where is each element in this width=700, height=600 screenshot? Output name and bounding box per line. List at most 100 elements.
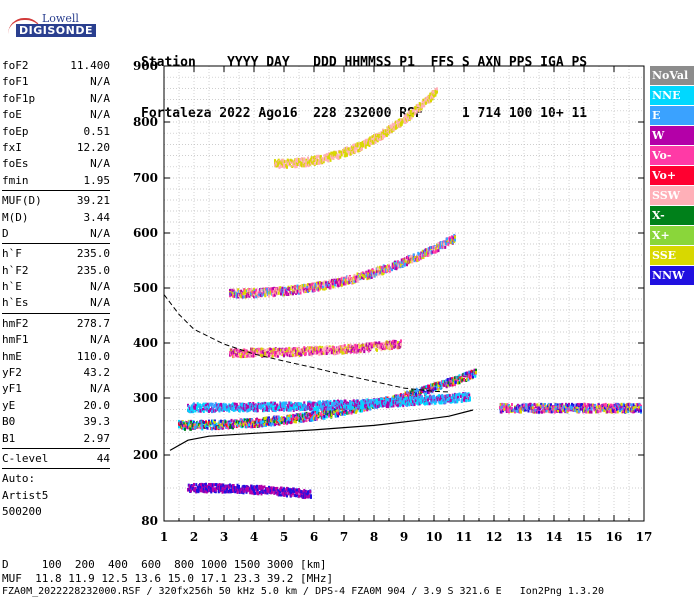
param-label: fxI xyxy=(2,140,22,154)
echo-point xyxy=(320,281,323,285)
echo-point xyxy=(257,492,260,496)
echo-point xyxy=(355,275,358,279)
echo-point xyxy=(247,351,250,355)
echo-point xyxy=(211,483,214,487)
echo-point xyxy=(366,398,369,402)
echo-point xyxy=(195,404,198,408)
echo-point xyxy=(418,102,421,106)
param-row: fxI 12.20 xyxy=(2,140,110,156)
echo-point xyxy=(423,385,426,389)
echo-point xyxy=(202,402,205,406)
echo-point xyxy=(178,419,180,423)
echo-point xyxy=(337,402,340,406)
echo-point xyxy=(353,279,356,283)
echo-point xyxy=(191,408,194,412)
echo-point xyxy=(349,409,352,413)
echo-point xyxy=(356,279,359,283)
echo-point xyxy=(429,92,432,96)
echo-point xyxy=(189,424,192,428)
echo-point xyxy=(410,116,413,120)
echo-point xyxy=(451,400,454,404)
echo-point xyxy=(374,137,377,141)
logo-lowell-text: Lowell xyxy=(42,12,79,25)
echo-point xyxy=(243,348,246,352)
echo-point xyxy=(337,412,340,416)
echo-point xyxy=(392,266,395,270)
echo-point xyxy=(310,407,313,411)
param-row: Auto: xyxy=(2,471,110,487)
echo-point xyxy=(382,346,384,350)
echo-point xyxy=(283,354,285,358)
echo-point xyxy=(394,120,397,124)
echo-point xyxy=(249,289,252,293)
echo-point xyxy=(432,90,435,94)
echo-point xyxy=(401,265,404,269)
echo-point xyxy=(255,288,258,292)
echo-point xyxy=(446,237,449,241)
echo-point xyxy=(376,139,379,143)
echo-point xyxy=(316,417,318,421)
echo-point xyxy=(415,397,418,401)
echo-point xyxy=(229,288,231,292)
echo-point xyxy=(237,288,240,292)
echo-point xyxy=(216,403,219,407)
echo-point xyxy=(381,397,384,401)
echo-point xyxy=(382,136,384,140)
echo-point xyxy=(218,486,221,490)
echo-point xyxy=(422,254,425,258)
echo-point xyxy=(454,238,456,242)
echo-point xyxy=(319,157,321,161)
echo-point xyxy=(384,265,387,269)
echo-point xyxy=(469,397,471,401)
echo-point xyxy=(389,346,392,350)
echo-point xyxy=(437,249,440,253)
echo-point xyxy=(434,387,437,391)
echo-point xyxy=(369,136,372,140)
echo-point xyxy=(178,423,181,427)
echo-point xyxy=(253,425,256,429)
echo-point xyxy=(343,148,346,152)
echo-point xyxy=(386,130,389,134)
echo-point xyxy=(381,342,384,346)
echo-point xyxy=(322,402,324,406)
echo-point xyxy=(386,403,389,407)
echo-point xyxy=(394,261,396,265)
echo-point xyxy=(331,151,334,155)
echo-point xyxy=(230,292,233,296)
echo-point xyxy=(328,407,331,411)
echo-point xyxy=(391,268,393,272)
echo-point xyxy=(260,288,263,292)
echo-point xyxy=(273,349,276,353)
echo-point xyxy=(310,353,313,357)
echo-point xyxy=(294,286,297,290)
echo-point xyxy=(302,287,305,291)
echo-point xyxy=(456,400,459,404)
echo-point xyxy=(383,132,386,136)
echo-point xyxy=(380,265,383,269)
echo-point xyxy=(224,420,227,424)
echo-point xyxy=(235,420,238,424)
echo-point xyxy=(290,347,293,351)
echo-point xyxy=(446,239,449,243)
echo-point xyxy=(341,400,344,404)
echo-point xyxy=(470,369,473,373)
echo-point xyxy=(193,421,195,425)
echo-point xyxy=(399,403,402,407)
echo-point xyxy=(379,401,382,405)
echo-point xyxy=(335,278,338,282)
echo-point xyxy=(397,122,400,126)
echo-point xyxy=(304,351,307,355)
echo-point xyxy=(252,401,255,405)
echo-point xyxy=(364,343,366,347)
echo-point xyxy=(286,353,289,357)
echo-point xyxy=(378,341,381,345)
echo-point xyxy=(277,415,280,419)
param-value: 110.0 xyxy=(76,349,110,363)
header-values: Fortaleza 2022 Ago16 228 232000 RSF 1 71… xyxy=(141,106,588,121)
echo-point xyxy=(368,405,371,409)
echo-point xyxy=(435,400,438,404)
echo-point xyxy=(327,348,330,352)
echo-point xyxy=(286,408,288,412)
echo-point xyxy=(259,418,262,422)
echo-point xyxy=(472,375,474,379)
